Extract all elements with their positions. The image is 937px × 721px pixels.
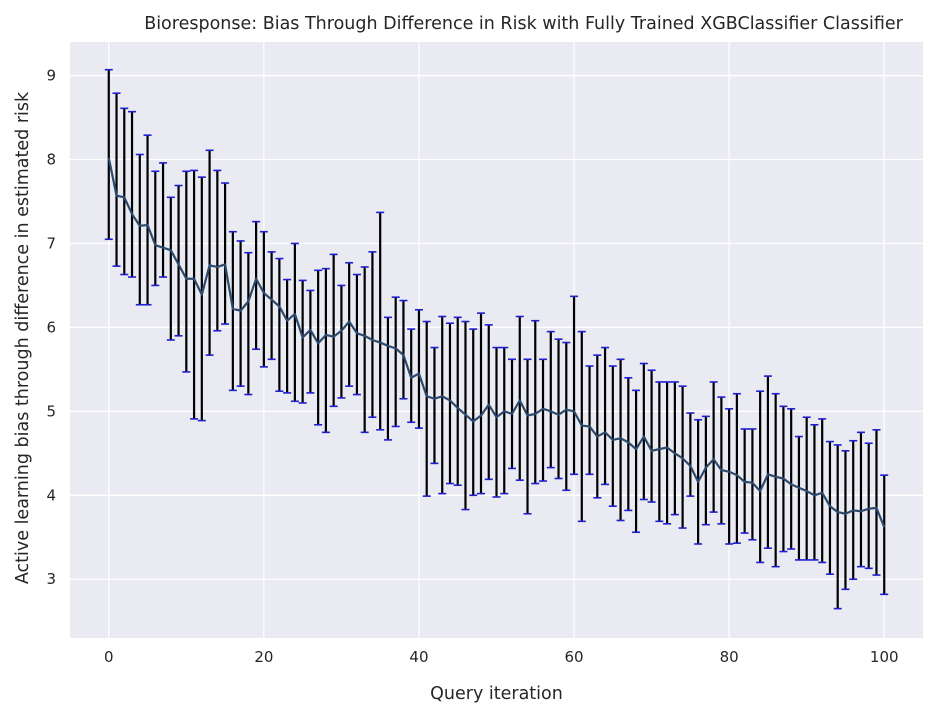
y-tick-label: 7 — [46, 234, 56, 252]
chart-title: Bioresponse: Bias Through Difference in … — [144, 14, 903, 34]
series-line-layer — [107, 157, 886, 528]
error-bars — [104, 68, 889, 610]
y-tick-label: 9 — [46, 67, 56, 85]
x-axis-label: Query iteration — [430, 684, 563, 704]
y-tick-label: 3 — [46, 570, 56, 588]
y-tick-label: 4 — [46, 486, 56, 504]
y-tick-label: 6 — [46, 318, 56, 336]
y-tick-label: 5 — [46, 402, 56, 420]
x-tick-label: 40 — [409, 648, 428, 666]
y-axis-label: Active learning bias through difference … — [13, 91, 33, 584]
x-tick-label: 100 — [870, 648, 899, 666]
x-tick-label: 80 — [720, 648, 739, 666]
plot-background — [70, 42, 923, 638]
x-tick-label: 0 — [104, 648, 114, 666]
series-line — [107, 157, 886, 528]
x-tick-label: 20 — [254, 648, 273, 666]
tick-labels: 0 20 40 60 80 100 3 4 5 6 7 8 9 — [46, 67, 898, 666]
y-tick-label: 8 — [46, 151, 56, 169]
x-tick-label: 60 — [564, 648, 583, 666]
